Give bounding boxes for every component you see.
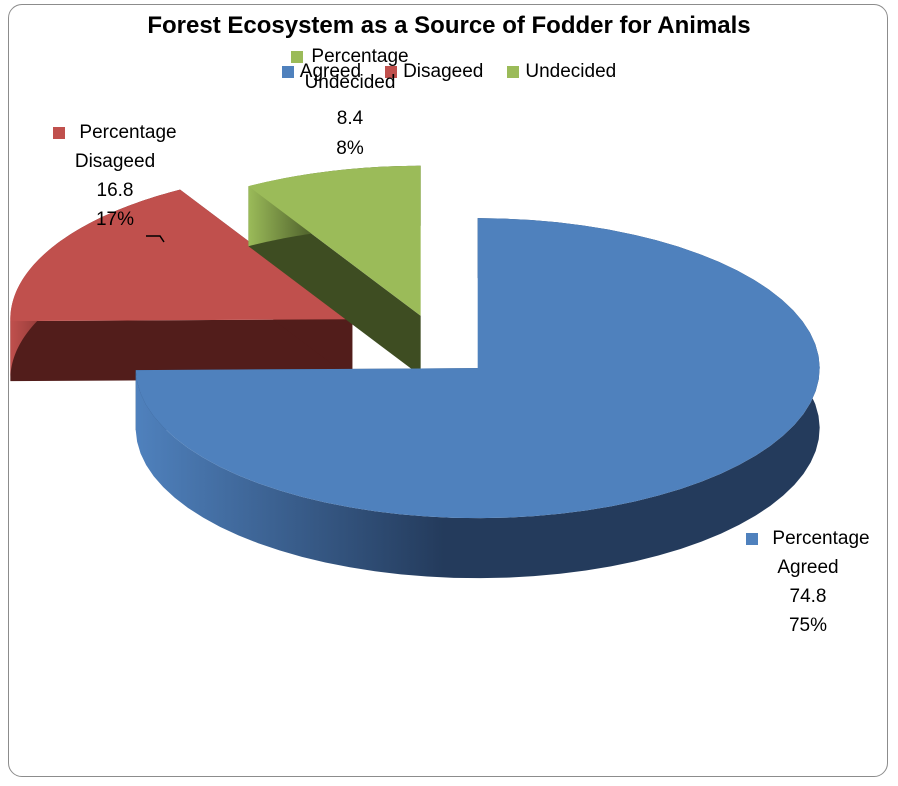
data-label-disageed-category: Disageed [74,151,156,172]
legend-swatch-undecided [507,66,520,78]
leader-line-disageed [146,235,165,243]
pie-top-undecided [248,165,421,316]
data-label-undecided-value: 8.4 [336,108,364,129]
data-label-disageed-value: 16.8 [96,180,134,201]
chart-title: Forest Ecosystem as a Source of Fodder f… [147,12,751,39]
data-label-agreed-value: 74.8 [789,586,827,607]
pie-top-disageed [10,189,353,322]
legend-label-disageed: Disageed [403,61,484,82]
pie-slice-agreed [135,218,820,579]
pie-slice-undecided [248,165,421,376]
data-label-undecided-percent: 8% [336,138,364,159]
data-label-undecided-category: Undecided [304,72,396,93]
data-label-undecided-swatch [291,50,304,63]
legend-label-agreed: Agreed [299,61,362,82]
data-label-disageed-series: Percentage [20,118,210,147]
data-label-disageed: Percentage Disageed 16.8 17% [20,118,210,234]
pie-top-agreed [135,218,820,519]
legend-item-undecided: Undecided [507,61,616,83]
data-label-undecided-series: Percentage [255,44,445,70]
legend-item-agreed: Agreed [281,61,362,83]
pie-wall-disageed-0 [10,319,353,382]
pie-slice-disageed [10,189,353,382]
data-label-agreed-percent: 75% [788,615,828,636]
data-label-agreed-swatch [746,532,759,545]
legend-label-undecided: Undecided [525,61,617,82]
data-label-undecided: Percentage Undecided 8.4 8% [255,44,445,162]
legend-item-disageed: Disageed [385,61,483,83]
data-label-agreed-series: Percentage [718,524,898,553]
data-label-agreed-category: Agreed [777,557,839,578]
data-label-disageed-percent: 17% [95,209,135,230]
legend-swatch-agreed [281,66,294,78]
data-label-disageed-swatch [53,126,66,139]
data-label-agreed: Percentage Agreed 74.8 75% [718,524,898,640]
chart-legend: Agreed Disageed Undecided [0,61,898,83]
legend-swatch-disageed [385,66,398,78]
